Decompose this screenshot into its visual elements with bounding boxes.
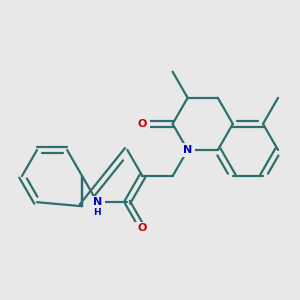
- FancyBboxPatch shape: [135, 222, 150, 235]
- Text: H: H: [94, 208, 101, 217]
- FancyBboxPatch shape: [90, 206, 105, 219]
- Text: N: N: [183, 145, 192, 155]
- FancyBboxPatch shape: [90, 196, 105, 209]
- Text: N: N: [93, 197, 102, 207]
- Text: O: O: [138, 223, 147, 233]
- FancyBboxPatch shape: [180, 143, 195, 157]
- FancyBboxPatch shape: [135, 117, 150, 130]
- Text: O: O: [138, 119, 147, 129]
